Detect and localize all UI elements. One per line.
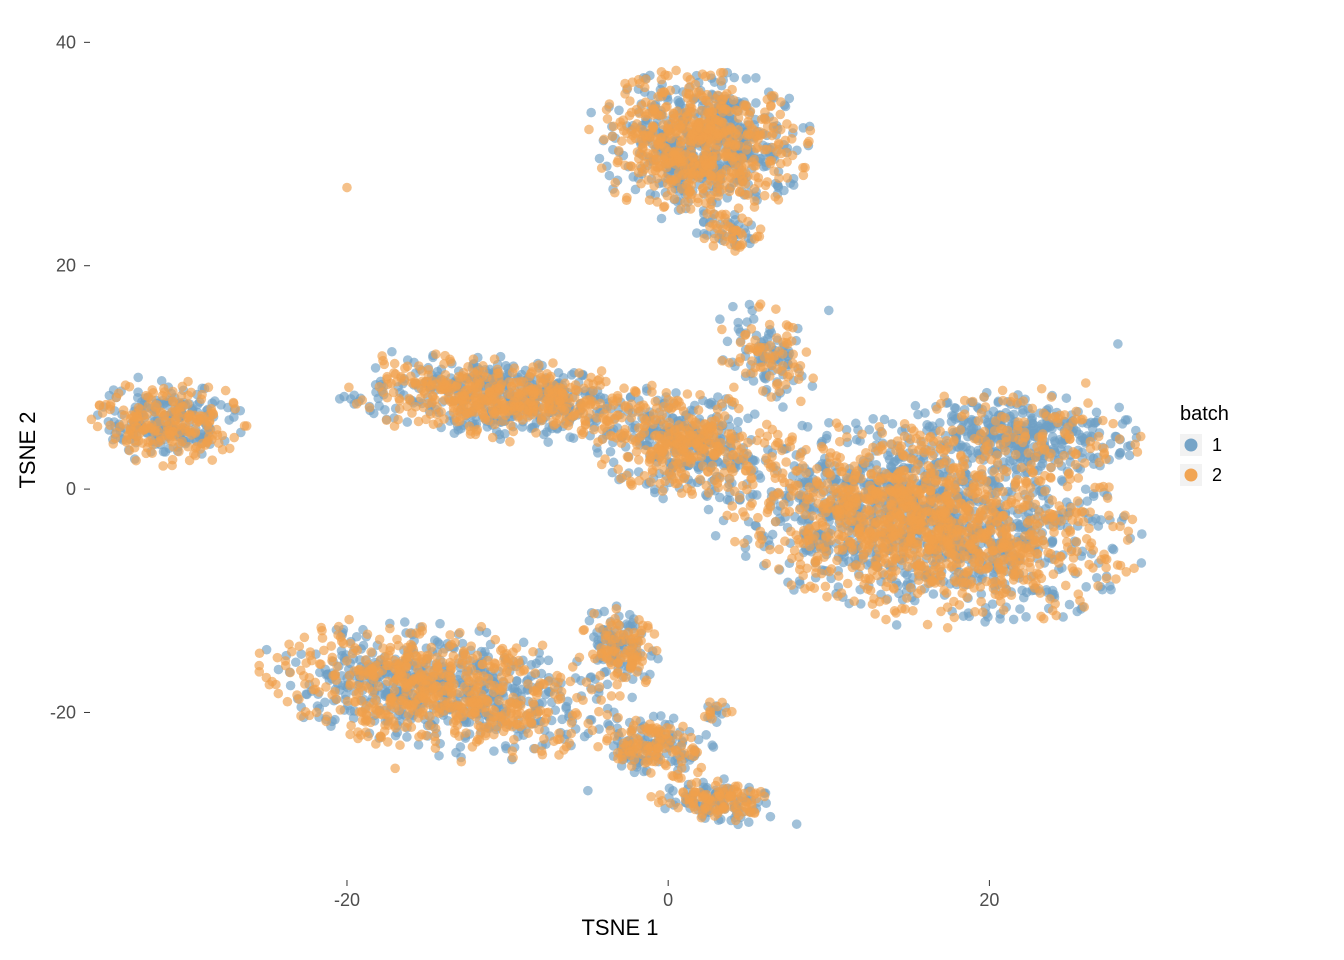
ytick-label: -20	[50, 702, 76, 722]
y-axis-label: TSNE 2	[15, 411, 40, 488]
legend-title: batch	[1180, 403, 1229, 425]
legend-swatch	[1185, 469, 1198, 482]
points-layer	[87, 66, 1147, 830]
ytick-label: 0	[66, 479, 76, 499]
xtick-label: 0	[663, 890, 673, 910]
x-axis-label: TSNE 1	[581, 915, 658, 940]
legend-swatch	[1185, 439, 1198, 452]
xtick-label: -20	[334, 890, 360, 910]
chart-svg: -20 0 20 -20 0 20 40 TSNE 1 TSNE 2 batch 1 2	[0, 0, 1344, 960]
legend-label: 1	[1212, 435, 1222, 455]
ytick-label: 20	[56, 256, 76, 276]
legend: batch 1 2	[1180, 403, 1229, 486]
tsne-scatter-chart: -20 0 20 -20 0 20 40 TSNE 1 TSNE 2 batch 1 2	[0, 0, 1344, 960]
legend-label: 2	[1212, 465, 1222, 485]
ytick-label: 40	[56, 32, 76, 52]
xtick-label: 20	[979, 890, 999, 910]
